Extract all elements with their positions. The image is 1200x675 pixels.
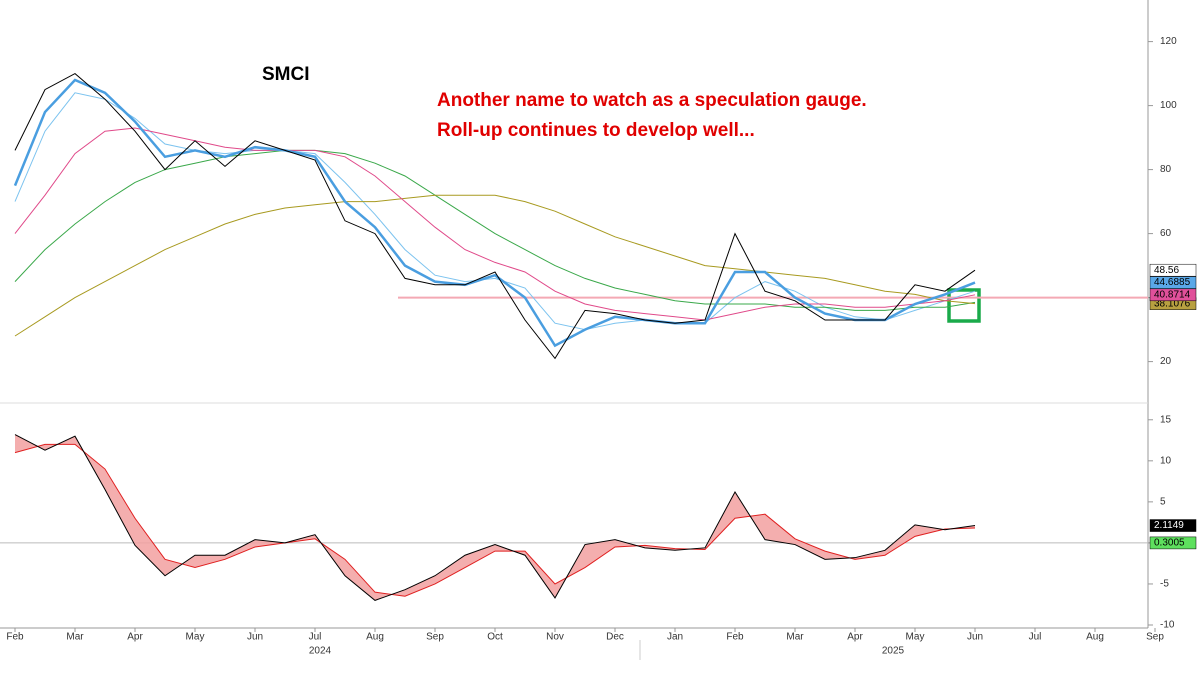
y-tick-label: -10 <box>1160 620 1175 631</box>
macd-fill <box>15 434 975 601</box>
value-badge-label: 38.1076 <box>1154 298 1191 309</box>
x-tick-label: Jan <box>667 632 683 643</box>
y-tick-label: 15 <box>1160 414 1172 425</box>
x-tick-label: Nov <box>546 632 564 643</box>
y-tick-label: 60 <box>1160 228 1172 239</box>
year-label: 2025 <box>882 646 905 657</box>
series-line <box>13 78 976 348</box>
value-badge-label: 44.6885 <box>1154 277 1191 288</box>
x-tick-label: May <box>186 632 205 643</box>
series-line <box>14 434 976 601</box>
series-line <box>14 443 976 597</box>
value-badge-label: 48.56 <box>1154 265 1179 276</box>
series-line <box>14 72 976 360</box>
value-badge-label: 2.1149 <box>1154 520 1184 531</box>
annotation: Another name to watch as a speculation g… <box>437 90 867 111</box>
y-tick-label: 5 <box>1160 497 1166 508</box>
series-line <box>14 149 976 311</box>
highlight-box <box>947 288 981 323</box>
y-tick-label: 100 <box>1160 100 1177 111</box>
x-tick-label: Sep <box>1146 632 1164 643</box>
y-tick-label: 80 <box>1160 164 1172 175</box>
value-badge <box>1149 263 1197 277</box>
x-tick-label: Dec <box>606 632 624 643</box>
y-tick-label: 10 <box>1160 455 1172 466</box>
y-tick-label: 20 <box>1160 356 1172 367</box>
chart-title: SMCI <box>262 64 310 85</box>
x-tick-label: Mar <box>786 632 804 643</box>
series-line <box>14 194 976 337</box>
x-tick-label: Jul <box>1029 632 1042 643</box>
series-line <box>14 92 976 331</box>
value-badge-label: 40.8714 <box>1154 289 1191 300</box>
value-badge <box>1149 276 1197 289</box>
x-tick-label: Aug <box>1086 632 1104 643</box>
y-tick-label: -5 <box>1160 579 1169 590</box>
x-tick-label: Aug <box>366 632 384 643</box>
x-tick-label: Oct <box>487 632 503 643</box>
x-tick-label: May <box>906 632 925 643</box>
series-line <box>14 127 976 321</box>
x-tick-label: Jun <box>247 632 263 643</box>
y-tick-label: 120 <box>1160 36 1177 47</box>
value-badge-label: 0.3005 <box>1154 538 1185 549</box>
x-tick-label: Apr <box>127 632 143 643</box>
year-label: 2024 <box>309 646 332 657</box>
value-badge <box>1149 536 1197 550</box>
x-tick-label: Jun <box>967 632 983 643</box>
x-tick-label: Jul <box>309 632 322 643</box>
x-tick-label: Apr <box>847 632 863 643</box>
value-badge <box>1149 519 1197 532</box>
x-tick-label: Sep <box>426 632 444 643</box>
x-tick-label: Feb <box>6 632 24 643</box>
annotation: Roll-up continues to develop well... <box>437 120 755 141</box>
x-tick-label: Mar <box>66 632 84 643</box>
x-tick-label: Feb <box>726 632 744 643</box>
